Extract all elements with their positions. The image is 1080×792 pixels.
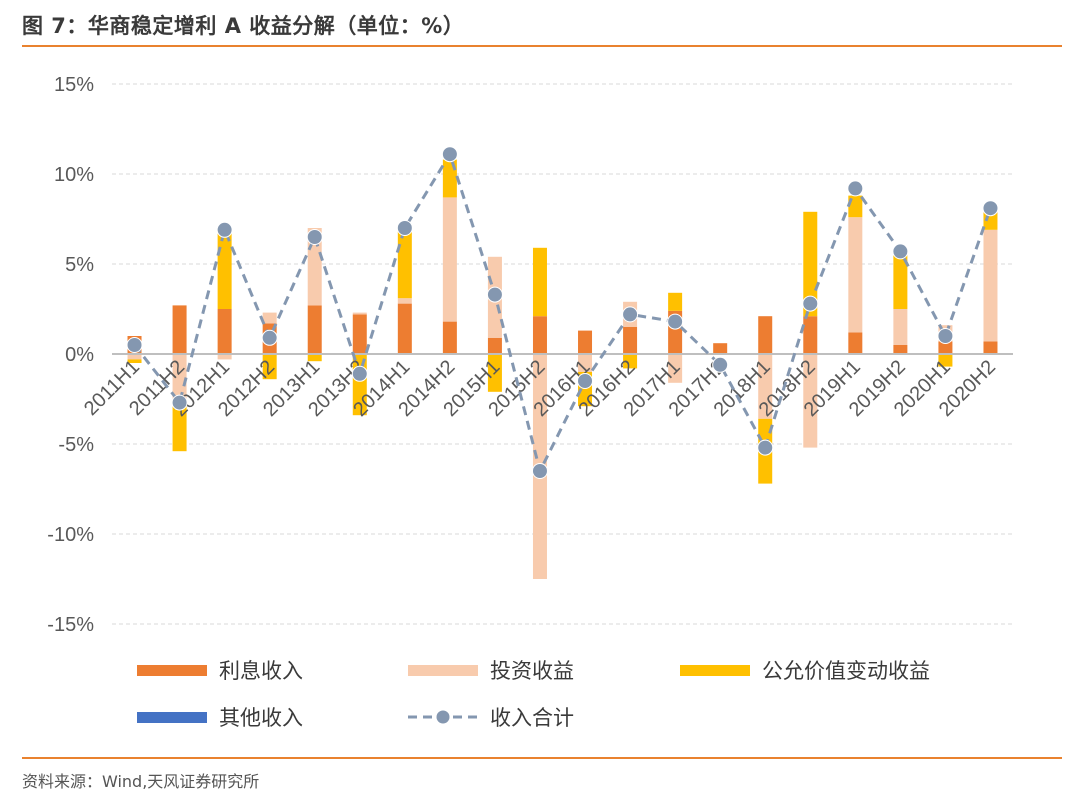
bar-interest — [172, 305, 187, 354]
legend-label-other: 其他收入 — [219, 706, 303, 730]
bar-investment — [983, 229, 998, 342]
legend-label-investment: 投资收益 — [490, 659, 574, 683]
bar-interest — [938, 341, 953, 354]
total-point — [396, 220, 413, 236]
total-point — [577, 373, 594, 389]
total-point — [892, 243, 909, 260]
bar-interest — [532, 316, 547, 354]
chart-title: 图 7：华商稳定增利 A 收益分解（单位：%） — [22, 14, 465, 38]
bar-interest — [713, 343, 728, 354]
bar-investment — [893, 309, 908, 345]
total-point — [622, 306, 639, 323]
bar-investment — [668, 354, 683, 383]
bar-investment — [217, 354, 232, 360]
bar-interest — [803, 316, 818, 354]
bar-fairvalue — [668, 292, 683, 311]
total-point — [982, 200, 999, 217]
bar-interest — [397, 303, 412, 354]
legend-swatch-interest — [137, 664, 207, 676]
legend-item-fairvalue: 公允价值变动收益 — [680, 655, 930, 685]
bar-investment — [442, 197, 457, 322]
bar-interest — [578, 330, 593, 354]
bar-fairvalue — [397, 231, 412, 299]
bar-interest — [352, 314, 367, 354]
bar-investment — [578, 354, 593, 372]
total-point — [351, 365, 368, 382]
bottom-rule — [22, 757, 1062, 759]
y-tick-label: -15% — [47, 614, 94, 636]
legend-label-interest: 利息收入 — [219, 659, 303, 683]
source-note: 资料来源：Wind,天风证券研究所 — [22, 772, 260, 791]
bar-fairvalue — [532, 247, 547, 317]
bar-interest — [442, 321, 457, 354]
legend-item-total: 收入合计 — [408, 702, 574, 732]
bar-interest — [893, 345, 908, 354]
bar-fairvalue — [893, 255, 908, 309]
bar-fairvalue — [623, 354, 638, 369]
bar-interest — [848, 332, 863, 354]
bar-investment — [758, 354, 773, 419]
bar-fairvalue — [938, 354, 953, 367]
legend-item-interest: 利息收入 — [137, 655, 303, 685]
y-tick-label: 15% — [54, 74, 94, 96]
bar-interest — [217, 309, 232, 354]
total-point — [667, 313, 684, 330]
bar-interest — [307, 305, 322, 354]
total-point — [216, 221, 233, 238]
bar-fairvalue — [307, 354, 322, 362]
total-point — [531, 463, 548, 479]
chart-legend: 利息收入 投资收益 公允价值变动收益 其他收入 收入合计 — [0, 655, 1080, 740]
top-rule — [22, 45, 1062, 47]
bar-investment — [127, 354, 142, 360]
y-tick-label: 5% — [65, 254, 94, 276]
total-point — [126, 337, 143, 353]
bar-fairvalue — [803, 211, 818, 317]
bar-investment — [352, 312, 367, 315]
legend-swatch-investment — [408, 664, 478, 676]
chart-area: 15%10%5%0%-5%-10%-15%2011H12011H22012H12… — [47, 74, 1013, 636]
total-point — [937, 328, 954, 344]
total-point — [261, 329, 278, 346]
y-tick-label: -5% — [58, 434, 94, 456]
total-point — [486, 286, 503, 303]
legend-swatch-fairvalue — [680, 664, 750, 676]
bar-fairvalue — [217, 229, 232, 309]
legend-line-total — [408, 710, 478, 724]
bar-investment — [803, 354, 818, 448]
bar-investment — [397, 298, 412, 304]
legend-label-total: 收入合计 — [490, 706, 574, 730]
legend-item-other: 其他收入 — [137, 702, 303, 732]
total-point — [306, 229, 323, 245]
y-tick-label: -10% — [47, 524, 94, 546]
total-point — [441, 146, 458, 163]
legend-label-fairvalue: 公允价值变动收益 — [762, 659, 930, 683]
bar-fairvalue — [262, 354, 277, 380]
bar-fairvalue — [487, 354, 502, 392]
total-point — [171, 394, 188, 411]
total-point — [712, 356, 729, 373]
bar-interest — [623, 327, 638, 354]
total-point — [847, 180, 864, 197]
bar-interest — [758, 316, 773, 354]
bar-investment — [262, 312, 277, 324]
y-tick-label: 0% — [65, 344, 94, 366]
bar-interest — [487, 337, 502, 354]
bar-fairvalue — [127, 359, 142, 363]
legend-swatch-other — [137, 711, 207, 723]
bar-fairvalue — [172, 400, 187, 452]
legend-item-investment: 投资收益 — [408, 655, 574, 685]
total-point — [802, 295, 819, 312]
y-tick-label: 10% — [54, 164, 94, 186]
bar-investment — [172, 354, 187, 401]
bar-investment — [848, 217, 863, 333]
bar-interest — [983, 341, 998, 354]
total-point — [757, 439, 774, 456]
